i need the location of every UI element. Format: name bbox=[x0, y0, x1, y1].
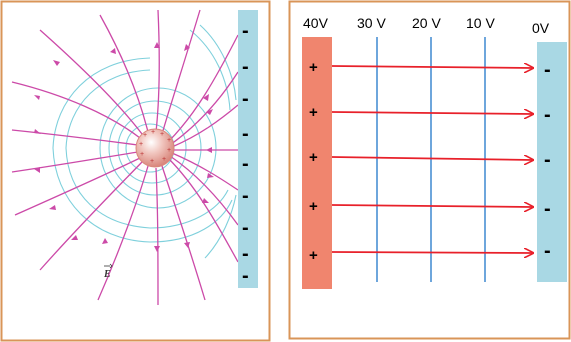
svg-text:+: + bbox=[140, 151, 144, 158]
positive-plate-signs: + + + + + bbox=[309, 59, 318, 264]
positive-point-charge: + ++ +++ +++ bbox=[135, 128, 175, 168]
voltage-label-40v: 40V bbox=[303, 15, 329, 31]
plate-sign: - bbox=[242, 153, 249, 175]
field-arrows bbox=[331, 66, 533, 253]
field-arrow bbox=[331, 157, 533, 160]
field-line-arrowheads bbox=[34, 42, 214, 252]
field-arrow bbox=[331, 66, 533, 68]
left-negative-plate bbox=[238, 10, 258, 288]
plus-sign: + bbox=[309, 198, 318, 215]
svg-text:+: + bbox=[143, 132, 147, 139]
minus-sign: - bbox=[544, 149, 551, 171]
minus-sign: - bbox=[544, 104, 551, 126]
plus-sign: + bbox=[309, 247, 318, 264]
plate-sign: - bbox=[242, 123, 249, 145]
negative-plate-signs: - - - - - bbox=[544, 59, 551, 262]
voltage-label-30v: 30 V bbox=[357, 15, 386, 31]
field-arrow bbox=[331, 112, 533, 114]
left-plate-signs: - - - - - - - - - bbox=[242, 20, 249, 287]
electric-field-lines bbox=[11, 9, 239, 306]
voltage-label-10v: 10 V bbox=[466, 15, 495, 31]
plate-sign: - bbox=[242, 20, 249, 42]
svg-text:+: + bbox=[160, 131, 164, 138]
minus-sign: - bbox=[544, 198, 551, 220]
plate-sign: - bbox=[242, 265, 249, 287]
plus-sign: + bbox=[309, 104, 318, 121]
right-panel: 40V 30 V 20 V 10 V 0V + + + + + - - - - bbox=[288, 0, 571, 340]
voltage-labels: 40V 30 V 20 V 10 V 0V bbox=[303, 15, 550, 36]
charge-plus-marks: + ++ +++ +++ bbox=[139, 129, 171, 165]
svg-text:+: + bbox=[167, 137, 171, 144]
plate-sign: - bbox=[242, 56, 249, 78]
svg-text:+: + bbox=[139, 141, 143, 148]
e-field-label: E bbox=[103, 263, 113, 280]
svg-text:+: + bbox=[162, 156, 166, 163]
plus-sign: + bbox=[309, 149, 318, 166]
minus-sign: - bbox=[544, 59, 551, 81]
minus-sign: - bbox=[544, 240, 551, 262]
negative-plate bbox=[537, 42, 567, 282]
plate-sign: - bbox=[242, 88, 249, 110]
field-arrow bbox=[331, 205, 533, 207]
equipotential-curves bbox=[52, 24, 237, 259]
positive-plate bbox=[302, 37, 332, 289]
voltage-label-0v: 0V bbox=[532, 20, 550, 36]
field-arrow bbox=[331, 252, 533, 253]
svg-text:+: + bbox=[151, 129, 155, 136]
plus-sign: + bbox=[309, 59, 318, 76]
plate-sign: - bbox=[242, 185, 249, 207]
left-panel: + ++ +++ +++ - - - - - - - - - E bbox=[0, 0, 271, 342]
svg-text:+: + bbox=[167, 147, 171, 154]
right-panel-border bbox=[288, 0, 571, 340]
plate-sign: - bbox=[242, 217, 249, 239]
svg-text:+: + bbox=[150, 158, 154, 165]
e-field-symbol: E bbox=[103, 269, 111, 280]
plate-sign: - bbox=[242, 243, 249, 265]
voltage-label-20v: 20 V bbox=[412, 15, 441, 31]
